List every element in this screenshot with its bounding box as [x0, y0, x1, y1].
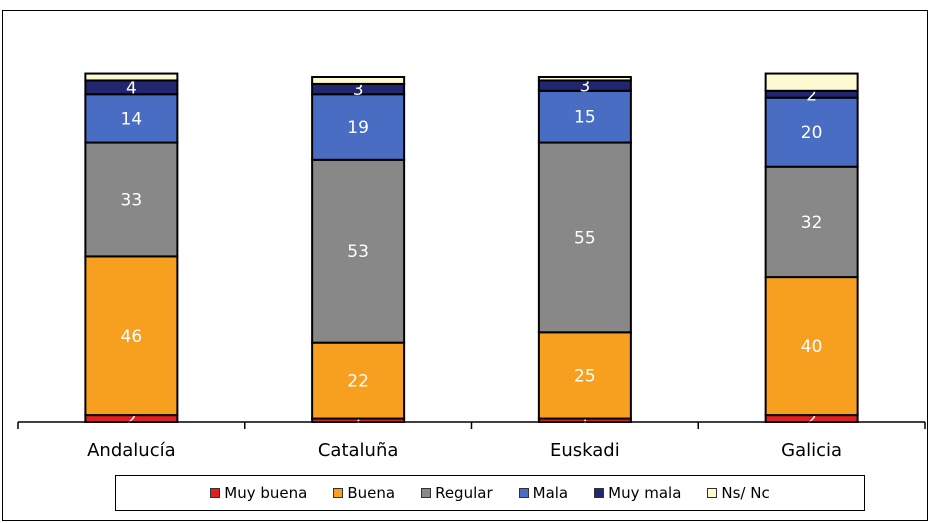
- x-tick-label: Euskadi: [550, 440, 620, 461]
- bar-segment: [537, 89, 632, 144]
- data-label: 4: [126, 78, 137, 98]
- legend-swatch: [707, 488, 718, 498]
- data-label: 55: [574, 228, 596, 248]
- data-label: 22: [347, 372, 369, 392]
- x-tick-label: Cataluña: [318, 440, 399, 461]
- legend-swatch: [518, 488, 529, 498]
- bar-segment: [311, 93, 406, 161]
- legend-swatch: [594, 488, 605, 498]
- legend-label: Muy mala: [608, 484, 682, 502]
- legend-item: Buena: [333, 484, 395, 502]
- bar-segment: [764, 276, 859, 417]
- bar-segment: [84, 93, 179, 144]
- data-label: 2: [126, 410, 137, 430]
- data-label: 20: [801, 123, 823, 143]
- legend-label: Regular: [435, 484, 493, 502]
- data-label: 2: [806, 85, 817, 105]
- legend-label: Mala: [532, 484, 569, 502]
- bar-segment: [311, 158, 406, 344]
- bar-segment: [537, 331, 632, 420]
- x-tick-label: Galicia: [781, 440, 842, 461]
- bar-segment: [84, 141, 179, 258]
- legend-label: Buena: [347, 484, 396, 502]
- legend-swatch: [421, 488, 432, 498]
- data-label: 40: [801, 337, 823, 357]
- data-label: 32: [801, 213, 823, 233]
- data-label: 15: [574, 108, 596, 128]
- legend-label: Ns/ Nc: [721, 484, 770, 502]
- legend-label: Muy buena: [224, 484, 308, 502]
- legend-swatch: [333, 488, 344, 498]
- bar-segment: [84, 72, 179, 82]
- data-label: 2: [806, 410, 817, 430]
- data-label: 33: [121, 190, 143, 210]
- bar-segment: [764, 165, 859, 279]
- data-label: 53: [347, 242, 369, 262]
- data-label: 14: [121, 109, 143, 129]
- bar-segment: [764, 72, 859, 92]
- bar-segment: [537, 76, 632, 82]
- legend-swatch: [210, 488, 221, 498]
- data-label: 46: [121, 327, 143, 347]
- legend: Muy buena Buena Regular Mala Muy mala Ns/ Nc: [115, 475, 865, 511]
- data-label: 25: [574, 366, 596, 386]
- legend-item: Ns/ Nc: [707, 484, 770, 502]
- bar-segment: [537, 141, 632, 334]
- legend-item: Muy buena: [210, 484, 307, 502]
- data-label: 19: [347, 118, 369, 138]
- bar-segment: [311, 76, 406, 85]
- legend-item: Muy mala: [594, 484, 681, 502]
- legend-item: Mala: [518, 484, 569, 502]
- legend-item: Regular: [421, 484, 493, 502]
- x-tick-label: Andalucía: [87, 440, 176, 461]
- data-label: 3: [579, 77, 590, 97]
- data-label: 3: [353, 80, 364, 100]
- bar-segment: [311, 341, 406, 420]
